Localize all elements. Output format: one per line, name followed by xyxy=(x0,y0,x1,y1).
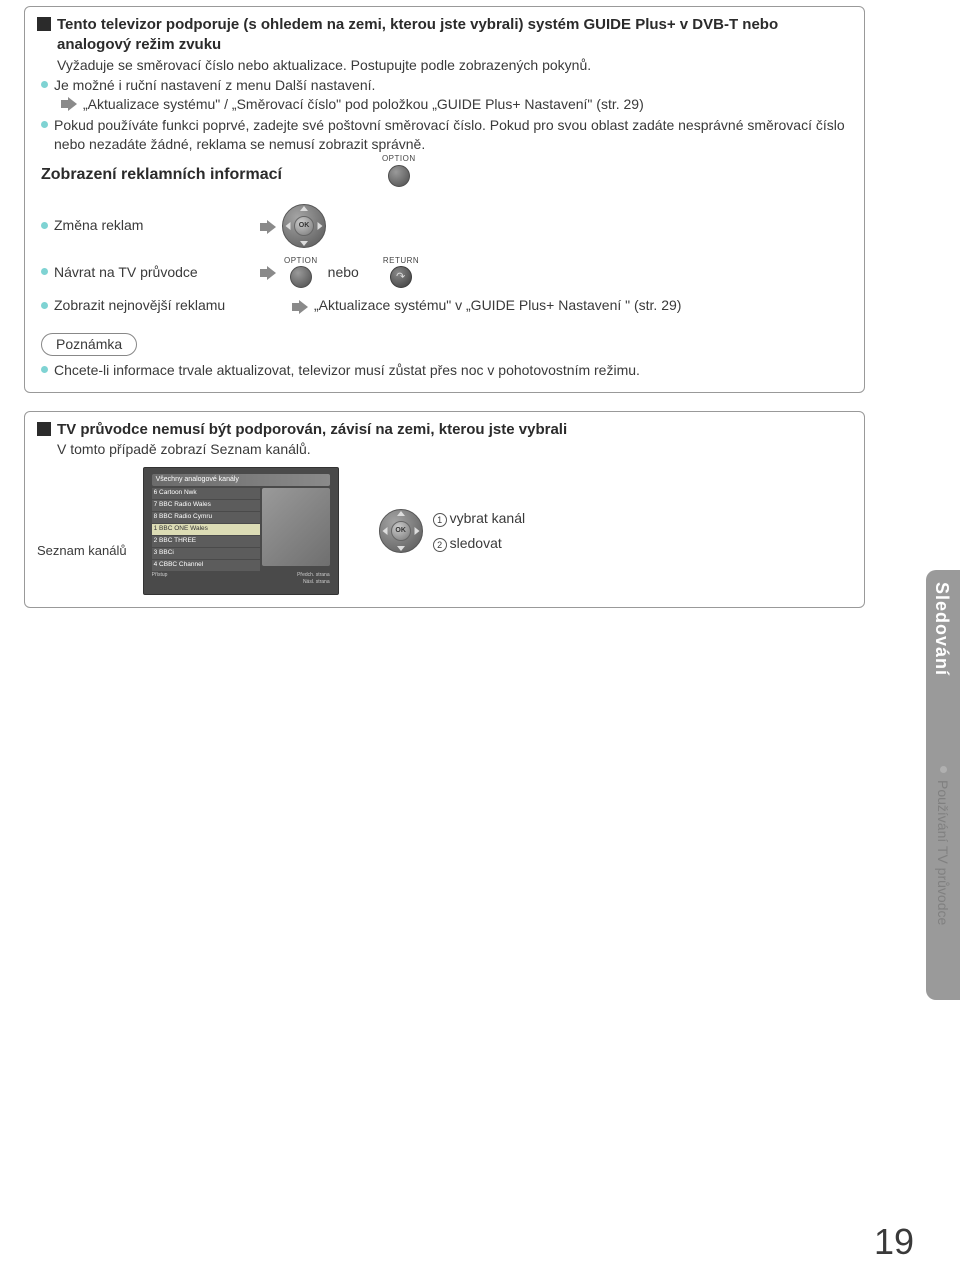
dpad-control[interactable]: OK xyxy=(282,204,326,248)
box1-bullet1-row: Je možné i ruční nastavení z menu Další … xyxy=(41,76,852,95)
option-button-group: OPTION xyxy=(382,154,416,187)
ch-footer-right: Předch. strana Násl. strana xyxy=(297,572,330,590)
option-button[interactable] xyxy=(388,165,410,187)
dpad-step-labels: 1vybrat kanál 2sledovat xyxy=(433,509,525,553)
side-bullet-icon xyxy=(940,766,947,773)
channel-rows: 6 Cartoon Nwk7 BBC Radio Wales8 BBC Radi… xyxy=(152,488,260,572)
item3-arrow-text: „Aktualizace systému" v „GUIDE Plus+ Nas… xyxy=(314,296,681,315)
return-arc-icon: ↶ xyxy=(396,270,405,285)
circle-2-icon: 2 xyxy=(433,538,447,552)
bullet-icon xyxy=(41,302,48,309)
ok-button[interactable]: OK xyxy=(391,521,411,541)
note-row: Chcete-li informace trvale aktualizovat,… xyxy=(41,361,852,380)
step2-row: 2sledovat xyxy=(433,534,525,553)
box1-arrow-text: „Aktualizace systému" / „Směrovací číslo… xyxy=(83,95,644,114)
side-tab-main: Sledování xyxy=(930,582,954,676)
arrow-right-icon xyxy=(260,220,276,234)
note-pill: Poznámka xyxy=(41,333,137,356)
no-guide-box: TV průvodce nemusí být podporován, závis… xyxy=(24,411,865,608)
guide-plus-box: Tento televizor podporuje (s ohledem na … xyxy=(24,6,865,393)
circle-1-icon: 1 xyxy=(433,513,447,527)
item2-label: Návrat na TV průvodce xyxy=(54,263,254,282)
box1-bullet2: Pokud používáte funkci poprvé, zadejte s… xyxy=(54,116,852,154)
box1-arrow-line: „Aktualizace systému" / „Směrovací číslo… xyxy=(55,95,852,114)
bullet-icon xyxy=(41,268,48,275)
step2-text: sledovat xyxy=(450,535,502,551)
option-button[interactable] xyxy=(290,266,312,288)
step1-text: vybrat kanál xyxy=(450,510,525,526)
box2-illustration-row: Seznam kanálů Všechny analogové kanály 6… xyxy=(37,467,852,595)
channel-row: 4 CBBC Channel xyxy=(152,560,260,571)
box1-heading-row: Tento televizor podporuje (s ohledem na … xyxy=(37,15,852,56)
box1-subheading: Zobrazení reklamních informací xyxy=(41,164,282,186)
dpad-control-2[interactable]: OK xyxy=(379,509,423,553)
return-label: RETURN xyxy=(383,256,419,267)
square-bullet-icon xyxy=(37,422,51,436)
thumbnail-bg xyxy=(262,488,330,566)
channel-row: 3 BBCi xyxy=(152,548,260,559)
bullet-icon xyxy=(41,81,48,88)
channel-list-thumbnail: Všechny analogové kanály 6 Cartoon Nwk7 … xyxy=(143,467,339,595)
bullet-icon xyxy=(41,121,48,128)
item3-label: Zobrazit nejnovější reklamu xyxy=(54,296,286,315)
ch-footer: Přístup Předch. strana Násl. strana xyxy=(152,572,330,590)
seznam-label: Seznam kanálů xyxy=(37,542,127,560)
arrow-right-icon xyxy=(260,266,276,280)
item2-row: Návrat na TV průvodce OPTION nebo RETURN… xyxy=(41,256,852,289)
box1-bullet2-row: Pokud používáte funkci poprvé, zadejte s… xyxy=(41,116,852,154)
return-button-group: RETURN ↶ xyxy=(383,256,419,289)
channel-row: 8 BBC Radio Cymru xyxy=(152,512,260,523)
step1-row: 1vybrat kanál xyxy=(433,509,525,528)
box1-heading: Tento televizor podporuje (s ohledem na … xyxy=(57,15,852,56)
option-label: OPTION xyxy=(382,154,416,165)
square-bullet-icon xyxy=(37,17,51,31)
item3-row: Zobrazit nejnovější reklamu „Aktualizace… xyxy=(41,296,852,315)
box1-line1: Vyžaduje se směrovací číslo nebo aktuali… xyxy=(57,56,852,75)
bullet-icon xyxy=(41,222,48,229)
option-label: OPTION xyxy=(284,256,318,267)
item1-row: Změna reklam OK xyxy=(41,204,852,248)
ch-banner: Všechny analogové kanály xyxy=(152,474,330,486)
nebo-text: nebo xyxy=(328,263,359,282)
arrow-right-icon xyxy=(292,300,308,314)
return-button[interactable]: ↶ xyxy=(390,266,412,288)
side-tab-sub: Používání TV průvodce xyxy=(933,780,952,925)
channel-row: 2 BBC THREE xyxy=(152,536,260,547)
box1-bullet1: Je možné i ruční nastavení z menu Další … xyxy=(54,76,375,95)
box2-heading-row: TV průvodce nemusí být podporován, závis… xyxy=(37,420,852,440)
channel-row: 1 BBC ONE Wales xyxy=(152,524,260,535)
subheading-row: Zobrazení reklamních informací OPTION xyxy=(37,158,852,196)
box2-heading: TV průvodce nemusí být podporován, závis… xyxy=(57,420,567,440)
ok-button[interactable]: OK xyxy=(294,216,314,236)
item1-label: Změna reklam xyxy=(54,216,254,235)
option-button-group-2: OPTION xyxy=(284,256,318,289)
channel-row: 6 Cartoon Nwk xyxy=(152,488,260,499)
arrow-right-icon xyxy=(61,97,77,111)
channel-row: 7 BBC Radio Wales xyxy=(152,500,260,511)
ch-footer-left: Přístup xyxy=(152,572,168,590)
main-content: Tento televizor podporuje (s ohledem na … xyxy=(0,0,905,608)
box2-line1: V tomto případě zobrazí Seznam kanálů. xyxy=(57,440,852,459)
note-text: Chcete-li informace trvale aktualizovat,… xyxy=(54,361,640,380)
page-number: 19 xyxy=(874,1218,914,1267)
bullet-icon xyxy=(41,366,48,373)
